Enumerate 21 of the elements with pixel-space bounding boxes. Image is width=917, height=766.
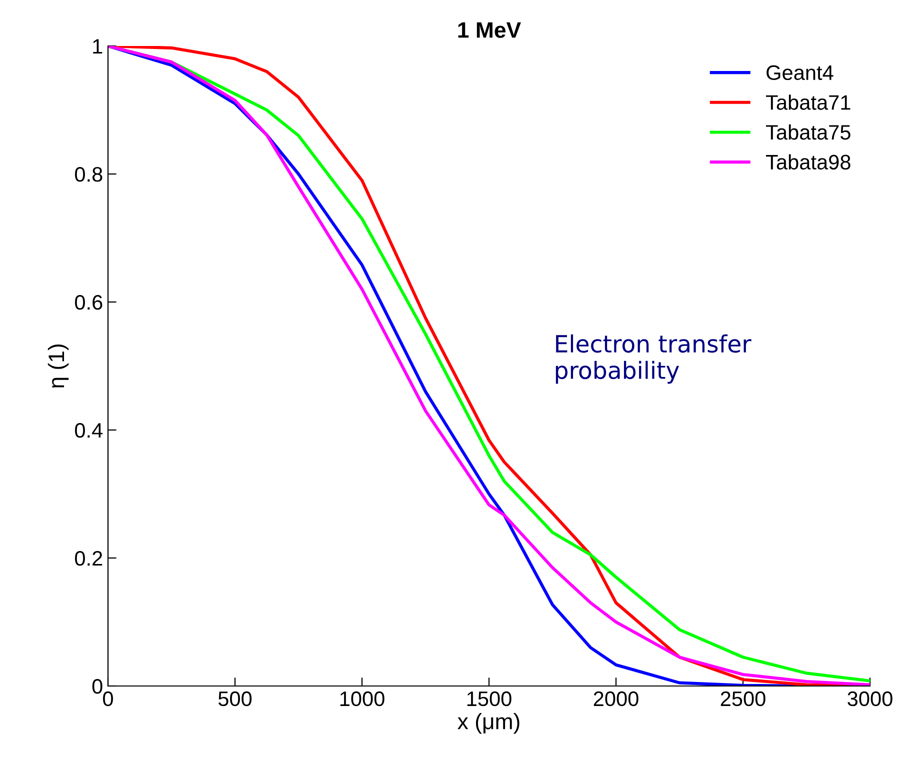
legend-label: Tabata98 [766,154,850,170]
y-tick-label: 0.8 [74,167,102,182]
x-tick-label: 3000 [848,691,892,706]
y-tick-label: 1 [93,39,102,54]
y-tick-label: 0.2 [74,551,102,566]
x-tick-label: 1000 [340,691,384,706]
x-tick-label: 1500 [467,691,512,706]
y-tick-label: 0 [92,679,102,694]
y-tick-label: 0.4 [74,423,103,438]
legend-label: Geant4 [766,65,834,80]
x-tick-label: 0 [103,691,113,706]
chart-title: 1 MeV [458,22,521,38]
x-axis-title: x (μm) [458,713,520,734]
x-tick-label: 500 [218,691,252,706]
x-tick-label: 2000 [594,691,638,706]
legend-label: Tabata71 [766,94,850,110]
y-tick-label: 0.6 [74,295,102,310]
y-axis-title: η (1) [48,344,69,388]
x-tick-label: 2500 [720,691,766,706]
annotation: Electron transfer probability [556,334,752,384]
legend-label: Tabata75 [766,124,850,140]
